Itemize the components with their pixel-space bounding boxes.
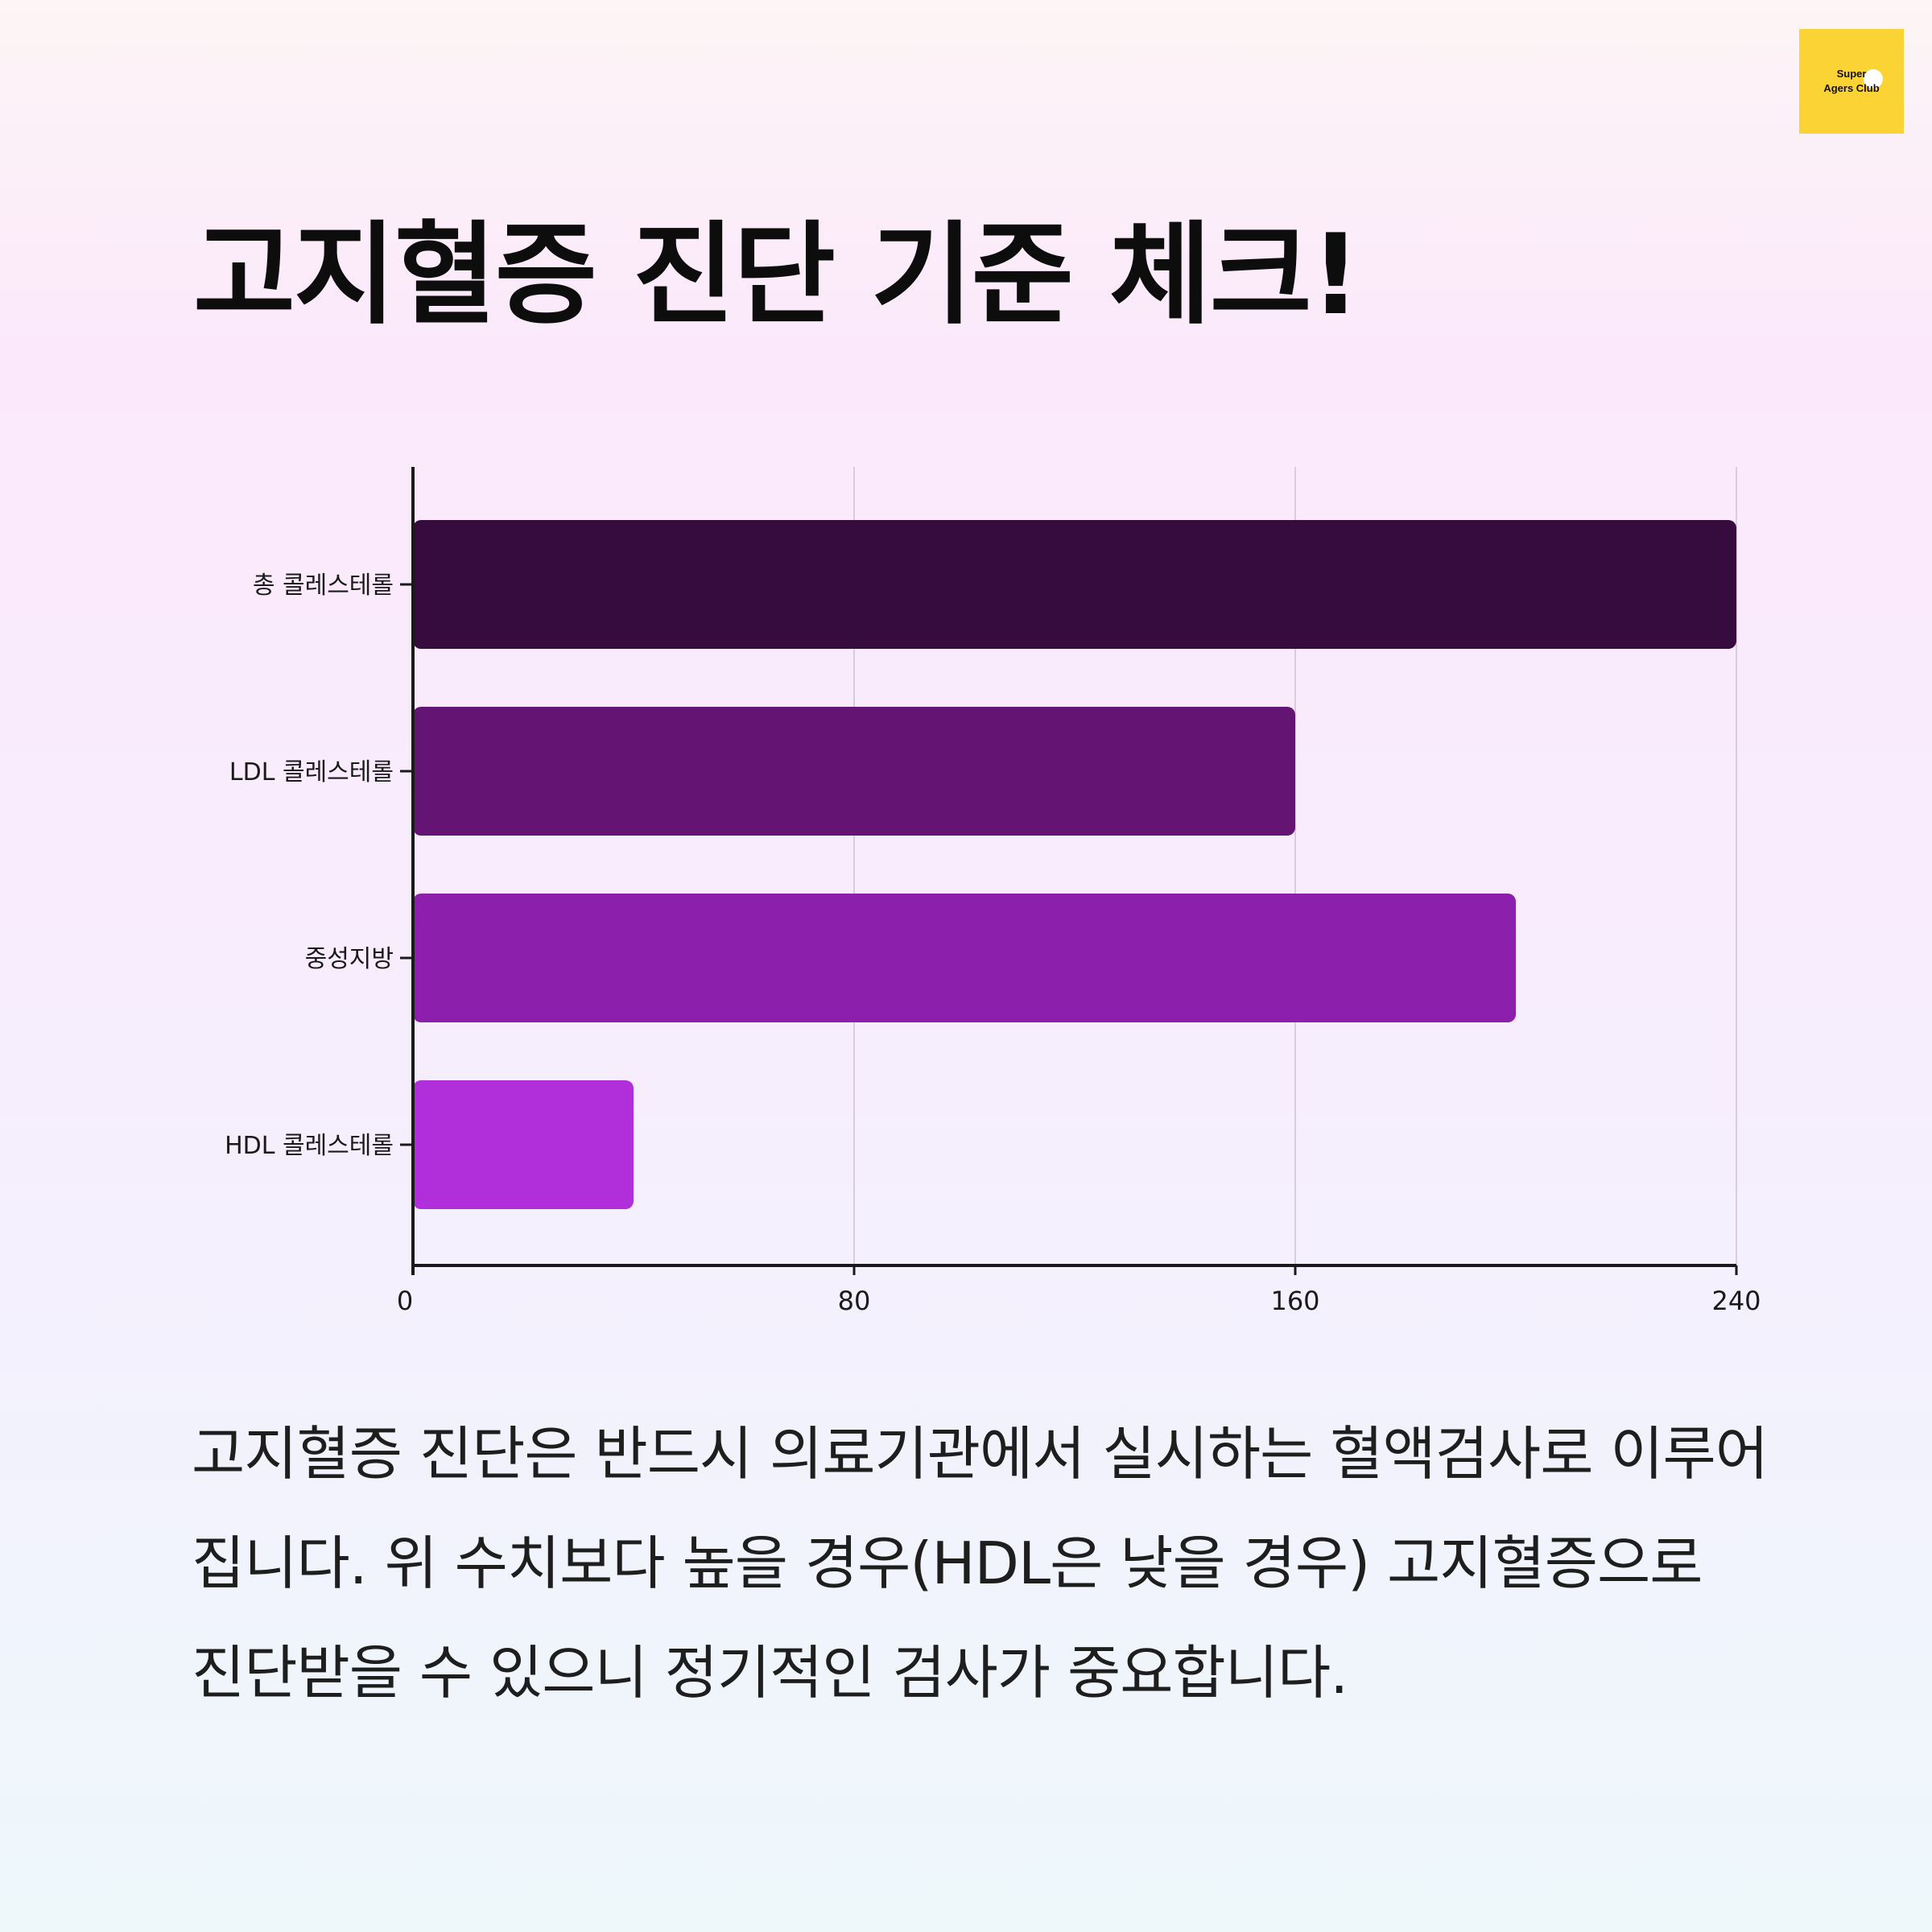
x-tick-label: 160 (1270, 1286, 1319, 1316)
bar (413, 894, 1516, 1022)
x-tick-label: 80 (838, 1286, 871, 1316)
axes (400, 467, 1738, 1275)
category-label: 중성지방 (305, 945, 394, 973)
x-tick-label: 0 (397, 1286, 413, 1316)
bar (413, 1080, 634, 1209)
bars (413, 520, 1736, 1209)
x-tick-label: 240 (1711, 1286, 1761, 1316)
logo-dot-icon (1864, 69, 1883, 89)
bar (413, 707, 1295, 836)
logo-text-line2: Agers Club (1823, 82, 1880, 94)
logo-text-line1: Super (1836, 68, 1867, 80)
brand-logo: Super Agers Club (1799, 29, 1904, 134)
bar (413, 520, 1736, 649)
category-label: 총 콜레스테롤 (253, 572, 394, 600)
category-label: HDL 콜레스테롤 (225, 1132, 394, 1160)
description-text: 고지혈증 진단은 반드시 의료기관에서 실시하는 혈액검사로 이루어집니다. 위… (192, 1420, 1769, 1707)
category-label: LDL 콜레스테롤 (229, 758, 394, 786)
page-title: 고지혈증 진단 기준 체크! (193, 210, 1361, 340)
